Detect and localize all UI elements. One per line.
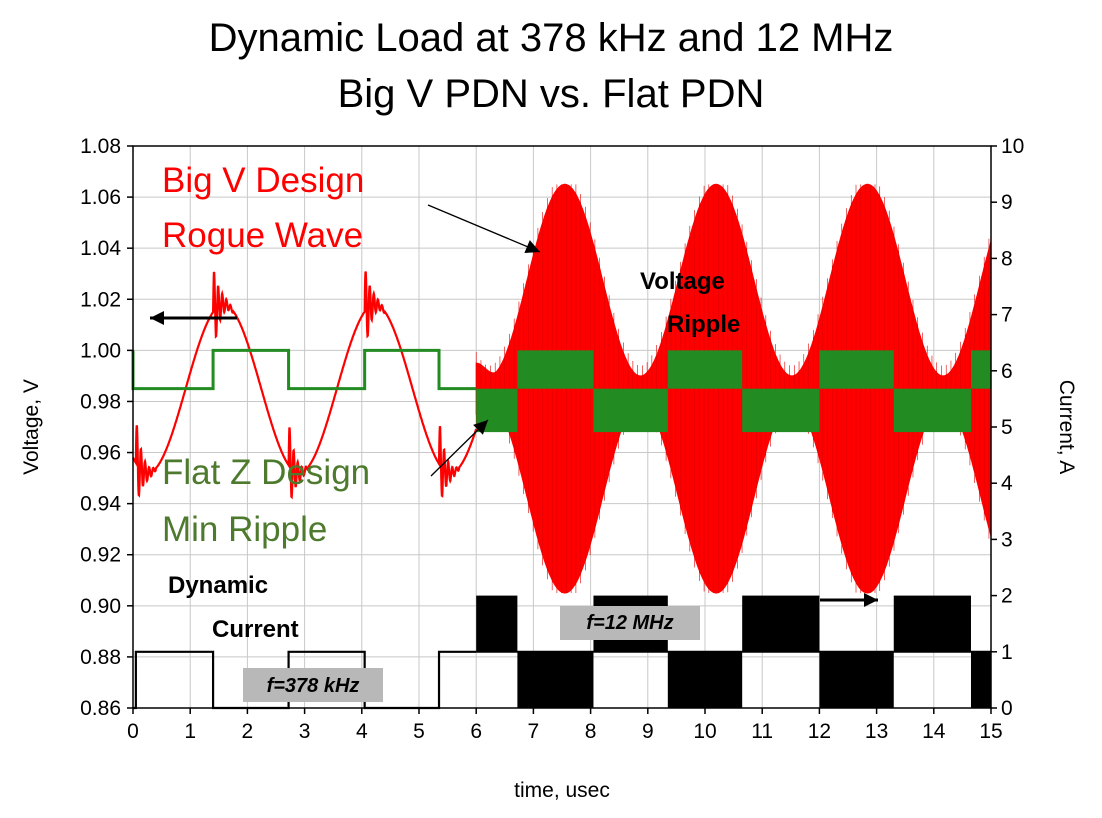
axes: 0 1 2 3 4 5 6 7 8 9 10 11 12 13 14 150.860.880.900.920.…: [20, 135, 1078, 802]
x-tick-label: 11: [751, 720, 773, 743]
x-tick-label: 3: [299, 720, 311, 743]
annotation-current-line2: Current: [212, 616, 299, 643]
series-flat-z-band: [819, 350, 894, 389]
voltage-axis-arrow-head: [150, 311, 164, 325]
current-axis-arrow-head: [864, 593, 878, 607]
x-axis-label: time, usec: [514, 779, 610, 802]
series-flat-z-band: [970, 350, 991, 389]
y-left-tick-label: 0.96: [80, 442, 121, 465]
min-ripple-pointer-head: [473, 420, 488, 435]
annotation-flat-line1: Flat Z Design: [162, 453, 370, 492]
series-current-band: [742, 595, 820, 652]
y-right-tick-label: 10: [1001, 135, 1024, 158]
y-left-tick-label: 1.00: [80, 339, 121, 362]
y-right-tick-label: 4: [1001, 472, 1013, 495]
annotation-voltage-line2: Ripple: [667, 311, 740, 338]
y-left-tick-label: 0.90: [80, 595, 121, 618]
series-flat-z-band: [893, 388, 971, 433]
freq-low-box: [243, 668, 383, 702]
series-current-band: [667, 651, 743, 708]
y-left-tick-label: 0.86: [80, 697, 121, 720]
rogue-wave-pointer-head: [524, 240, 540, 254]
chart-title: Dynamic Load at 378 kHz and 12 MHz: [208, 16, 894, 60]
series-current-band: [517, 651, 594, 708]
x-tick-label: 9: [642, 720, 654, 743]
annotation-big-v-line1: Big V Design: [162, 161, 364, 200]
y-right-tick-label: 6: [1001, 360, 1013, 383]
annotations: Big V Design Rogue Wave Flat Z Design Mi…: [162, 161, 740, 702]
y-right-tick-label: 7: [1001, 304, 1013, 327]
series-current-band: [893, 595, 971, 652]
x-tick-label: 8: [585, 720, 597, 743]
y-left-axis-label: Voltage, V: [20, 379, 43, 475]
series-current-band: [819, 651, 894, 708]
x-tick-label: 14: [922, 720, 946, 743]
series-flat-z-band: [593, 388, 668, 433]
arrows: [150, 204, 878, 607]
annotation-big-v-line2: Rogue Wave: [162, 216, 363, 255]
x-tick-label: 6: [470, 720, 482, 743]
y-left-tick-label: 0.94: [80, 493, 121, 516]
y-right-tick-label: 1: [1001, 641, 1013, 664]
x-tick-label: 15: [979, 720, 1002, 743]
x-tick-label: 2: [242, 720, 254, 743]
x-tick-label: 13: [865, 720, 888, 743]
chart-subtitle: Big V PDN vs. Flat PDN: [337, 72, 765, 116]
series-bands: [475, 183, 992, 708]
y-right-tick-label: 8: [1001, 247, 1013, 270]
annotation-voltage-line1: Voltage: [640, 268, 725, 295]
y-right-tick-label: 0: [1001, 697, 1013, 720]
annotation-current-line1: Dynamic: [168, 572, 268, 599]
annotation-freq-high: f=12 MHz: [586, 612, 673, 634]
x-tick-label: 12: [808, 720, 831, 743]
y-right-tick-label: 5: [1001, 416, 1013, 439]
x-tick-label: 5: [413, 720, 425, 743]
freq-high-box: [560, 606, 700, 640]
x-tick-label: 0: [127, 720, 139, 743]
annotation-flat-line2: Min Ripple: [162, 510, 327, 549]
series-flat-z-band: [667, 350, 743, 389]
y-left-tick-label: 1.06: [80, 186, 121, 209]
series-lines: [131, 271, 991, 710]
series-current-band: [476, 595, 518, 652]
y-right-axis-label: Current, A: [1055, 380, 1078, 475]
x-tick-label: 1: [184, 720, 196, 743]
series-flat-z-low-freq-line: [131, 348, 477, 391]
x-tick-label: 10: [693, 720, 716, 743]
y-right-tick-label: 3: [1001, 528, 1013, 551]
y-left-tick-label: 1.04: [80, 237, 121, 260]
annotation-freq-low: f=378 kHz: [267, 675, 360, 697]
x-tick-label: 4: [356, 720, 368, 743]
y-left-tick-label: 0.98: [80, 390, 121, 413]
y-left-tick-label: 1.02: [80, 288, 121, 311]
rogue-wave-pointer-shaft: [427, 204, 541, 253]
series-flat-z-band: [517, 350, 594, 389]
y-left-tick-label: 0.92: [80, 544, 121, 567]
series-current-band: [970, 651, 991, 708]
chart-title-block: Dynamic Load at 378 kHz and 12 MHz Big V…: [0, 10, 1102, 122]
series-big-v-low-freq-line: [132, 271, 478, 500]
y-right-tick-label: 2: [1001, 585, 1013, 608]
y-left-tick-label: 0.88: [80, 646, 121, 669]
x-tick-label: 7: [528, 720, 540, 743]
y-right-tick-label: 9: [1001, 191, 1013, 214]
series-flat-z-band: [742, 388, 820, 433]
y-left-tick-label: 1.08: [80, 135, 121, 158]
